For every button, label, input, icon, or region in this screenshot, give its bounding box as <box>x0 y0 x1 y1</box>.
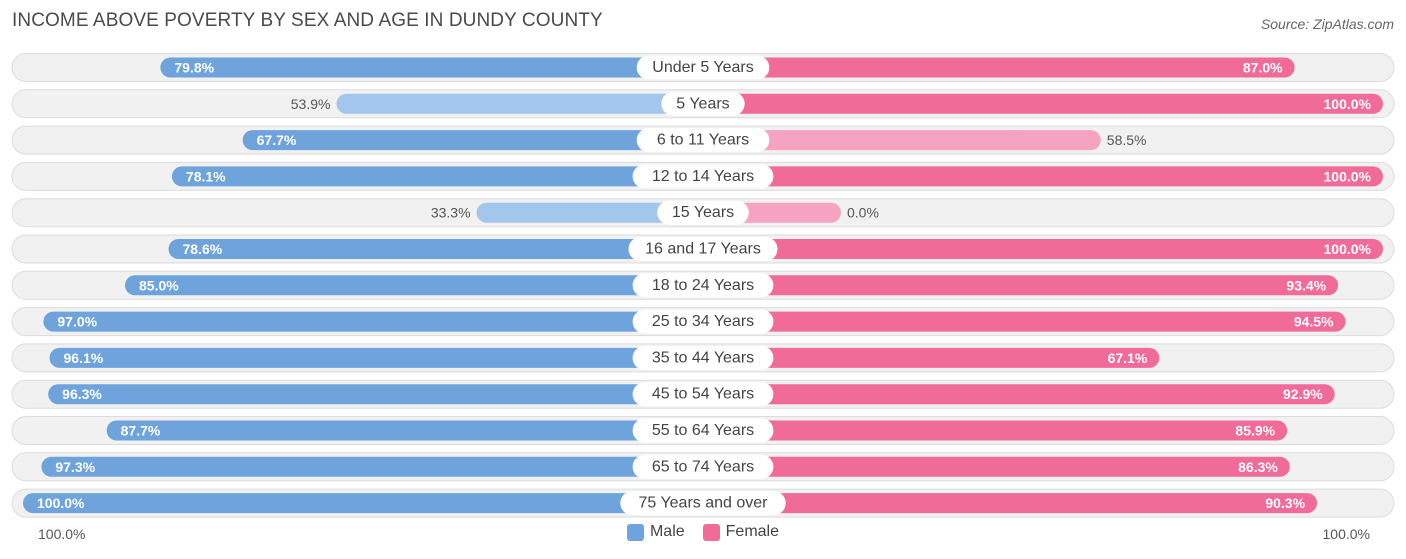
value-label-female-18-to-24-years: 93.4% <box>1286 277 1326 293</box>
bar-female-5-years[interactable] <box>703 93 1383 114</box>
category-pill-55-to-64-years <box>632 418 774 443</box>
category-pill-18-to-24-years <box>632 273 774 298</box>
source-note: Source: ZipAtlas.com <box>1260 16 1394 32</box>
category-label-under-5-years: Under 5 Years <box>652 59 753 76</box>
legend-label-male: Male <box>649 523 685 540</box>
category-label-15-years: 15 Years <box>672 204 734 221</box>
value-label-female-12-to-14-years: 100.0% <box>1324 168 1372 184</box>
bar-male-75-years-and-over[interactable] <box>23 493 703 514</box>
category-label-18-to-24-years: 18 to 24 Years <box>652 277 754 294</box>
bar-female-6-to-11-years[interactable] <box>703 130 1101 151</box>
category-label-25-to-34-years: 25 to 34 Years <box>652 313 754 330</box>
bar-male-25-to-34-years[interactable] <box>43 311 703 332</box>
value-label-male-18-to-24-years: 85.0% <box>139 277 179 293</box>
bar-female-16-and-17-years[interactable] <box>703 239 1383 259</box>
category-label-55-to-64-years: 55 to 64 Years <box>652 422 754 439</box>
category-pill-65-to-74-years <box>632 454 774 479</box>
bar-male-18-to-24-years[interactable] <box>125 275 703 296</box>
bar-male-55-to-64-years[interactable] <box>106 420 703 441</box>
category-pill-35-to-44-years <box>632 345 774 370</box>
category-pill-6-to-11-years <box>636 128 770 153</box>
bar-female-45-to-54-years[interactable] <box>703 384 1335 405</box>
value-label-male-55-to-64-years: 87.7% <box>121 423 161 439</box>
value-label-female-65-to-74-years: 86.3% <box>1238 459 1278 475</box>
legend-swatch-male <box>626 523 644 541</box>
axis-label-right: 100.0% <box>1322 526 1370 542</box>
chart-title: INCOME ABOVE POVERTY BY SEX AND AGE IN D… <box>12 10 603 31</box>
diverging-bar-chart: 79.8% 87.0% Under 5 Years 53.9% 100.0% 5 Year… <box>11 53 1395 518</box>
bar-female-75-years-and-over[interactable] <box>703 493 1318 514</box>
legend-item-female[interactable]: Female <box>702 523 780 541</box>
category-pill-25-to-34-years <box>632 309 774 334</box>
value-label-female-55-to-64-years: 85.9% <box>1235 423 1275 439</box>
bar-male-5-years[interactable] <box>336 93 703 114</box>
value-label-male-15-years: 33.3% <box>431 205 471 221</box>
category-label-6-to-11-years: 6 to 11 Years <box>657 132 749 149</box>
bar-female-65-to-74-years[interactable] <box>703 456 1290 477</box>
value-label-female-6-to-11-years: 58.5% <box>1107 132 1147 148</box>
axis-label-left: 100.0% <box>38 526 86 542</box>
value-label-male-6-to-11-years: 67.7% <box>257 132 297 148</box>
category-label-16-and-17-years: 16 and 17 Years <box>645 241 761 258</box>
legend-swatch-female <box>702 523 720 541</box>
value-label-male-12-to-14-years: 78.1% <box>186 168 226 184</box>
category-pill-45-to-54-years <box>632 382 774 407</box>
value-label-female-5-years: 100.0% <box>1324 96 1372 112</box>
value-label-male-65-to-74-years: 97.3% <box>55 459 95 475</box>
value-label-female-15-years: 0.0% <box>847 205 879 221</box>
bar-male-35-to-44-years[interactable] <box>49 347 703 368</box>
value-label-female-75-years-and-over: 90.3% <box>1265 495 1305 511</box>
bar-female-18-to-24-years[interactable] <box>703 275 1339 296</box>
bar-male-16-and-17-years[interactable] <box>168 239 703 259</box>
bar-female-55-to-64-years[interactable] <box>703 420 1288 441</box>
category-label-75-years-and-over: 75 Years and over <box>639 495 769 512</box>
bar-male-under-5-years[interactable] <box>160 57 704 78</box>
value-label-male-75-years-and-over: 100.0% <box>37 495 85 511</box>
bar-female-25-to-34-years[interactable] <box>703 311 1346 332</box>
value-label-male-5-years: 53.9% <box>291 96 331 112</box>
bar-female-35-to-44-years[interactable] <box>703 347 1160 368</box>
category-label-65-to-74-years: 65 to 74 Years <box>652 458 754 475</box>
bar-female-12-to-14-years[interactable] <box>703 166 1383 187</box>
value-label-male-35-to-44-years: 96.1% <box>64 350 104 366</box>
category-pill-15-years <box>657 200 749 225</box>
category-label-35-to-44-years: 35 to 44 Years <box>652 349 754 366</box>
bar-male-12-to-14-years[interactable] <box>171 166 704 187</box>
value-label-female-35-to-44-years: 67.1% <box>1108 350 1148 366</box>
category-pill-16-and-17-years <box>628 237 778 261</box>
value-label-male-45-to-54-years: 96.3% <box>62 386 102 402</box>
value-label-male-under-5-years: 79.8% <box>174 60 214 76</box>
category-pill-75-years-and-over <box>620 491 786 516</box>
value-label-male-16-and-17-years: 78.6% <box>183 241 223 257</box>
category-pill-12-to-14-years <box>632 164 774 189</box>
category-label-12-to-14-years: 12 to 14 Years <box>652 168 754 185</box>
legend-label-female: Female <box>725 523 780 540</box>
value-label-female-45-to-54-years: 92.9% <box>1283 386 1323 402</box>
legend: Male Female <box>0 523 1406 541</box>
value-label-female-25-to-34-years: 94.5% <box>1294 314 1334 330</box>
value-label-male-25-to-34-years: 97.0% <box>57 314 97 330</box>
value-label-female-16-and-17-years: 100.0% <box>1324 241 1372 257</box>
bar-female-under-5-years[interactable] <box>703 57 1295 78</box>
value-label-female-under-5-years: 87.0% <box>1243 60 1283 76</box>
category-label-45-to-54-years: 45 to 54 Years <box>652 386 754 403</box>
bar-male-45-to-54-years[interactable] <box>48 384 704 405</box>
legend-item-male[interactable]: Male <box>626 523 685 541</box>
category-pill-5-years <box>661 91 745 116</box>
bar-male-15-years[interactable] <box>476 202 703 223</box>
bar-male-65-to-74-years[interactable] <box>41 456 704 477</box>
category-label-5-years: 5 Years <box>676 95 729 112</box>
category-pill-under-5-years <box>636 55 770 80</box>
bar-male-6-to-11-years[interactable] <box>242 130 703 151</box>
